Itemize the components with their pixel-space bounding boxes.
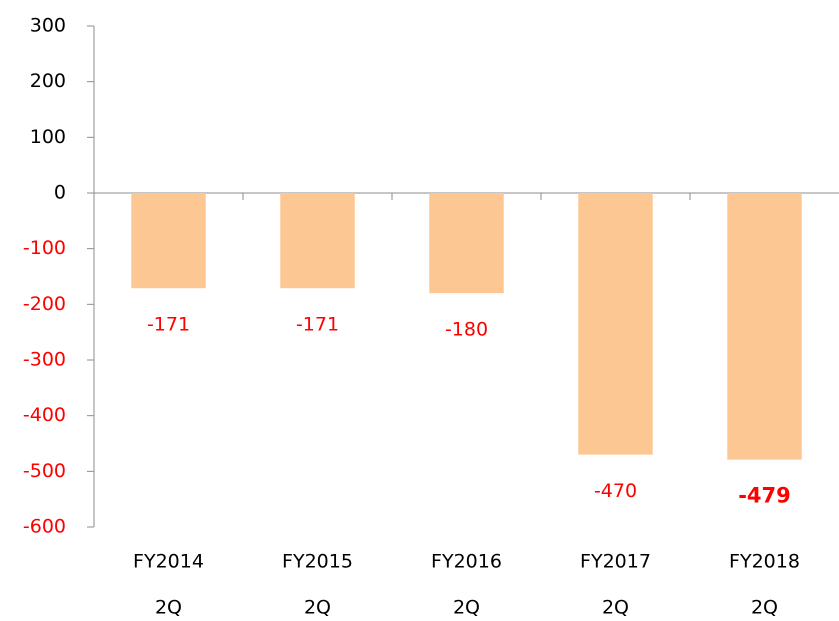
y-tick-label: 200 [30, 70, 66, 92]
x-tick-label: FY2017 [580, 551, 651, 573]
y-tick-label: -300 [23, 349, 66, 371]
y-tick-label: 300 [30, 15, 66, 37]
x-tick-label: FY2018 [729, 551, 800, 573]
x-tick-label: 2Q [304, 597, 331, 619]
data-label: -479 [738, 484, 791, 508]
y-tick-label: -500 [23, 460, 66, 482]
x-tick-label: 2Q [602, 597, 629, 619]
bar [727, 193, 802, 460]
x-tick-label: FY2014 [133, 551, 204, 573]
bar [429, 193, 504, 294]
data-label: -180 [445, 319, 488, 341]
y-tick-label: -400 [23, 404, 66, 426]
y-tick-label: 100 [30, 126, 66, 148]
x-tick-label: FY2015 [282, 551, 353, 573]
y-tick-label: 0 [54, 182, 66, 204]
y-tick-label: -600 [23, 516, 66, 538]
data-label: -171 [296, 314, 339, 336]
bar [578, 193, 653, 455]
y-tick-label: -100 [23, 237, 66, 259]
data-label: -171 [147, 314, 190, 336]
bar [131, 193, 206, 289]
x-tick-label: 2Q [155, 597, 182, 619]
data-label: -470 [594, 480, 637, 502]
x-tick-label: 2Q [751, 597, 778, 619]
x-tick-label: FY2016 [431, 551, 502, 573]
y-tick-label: -200 [23, 293, 66, 315]
bar [280, 193, 355, 289]
x-tick-label: 2Q [453, 597, 480, 619]
